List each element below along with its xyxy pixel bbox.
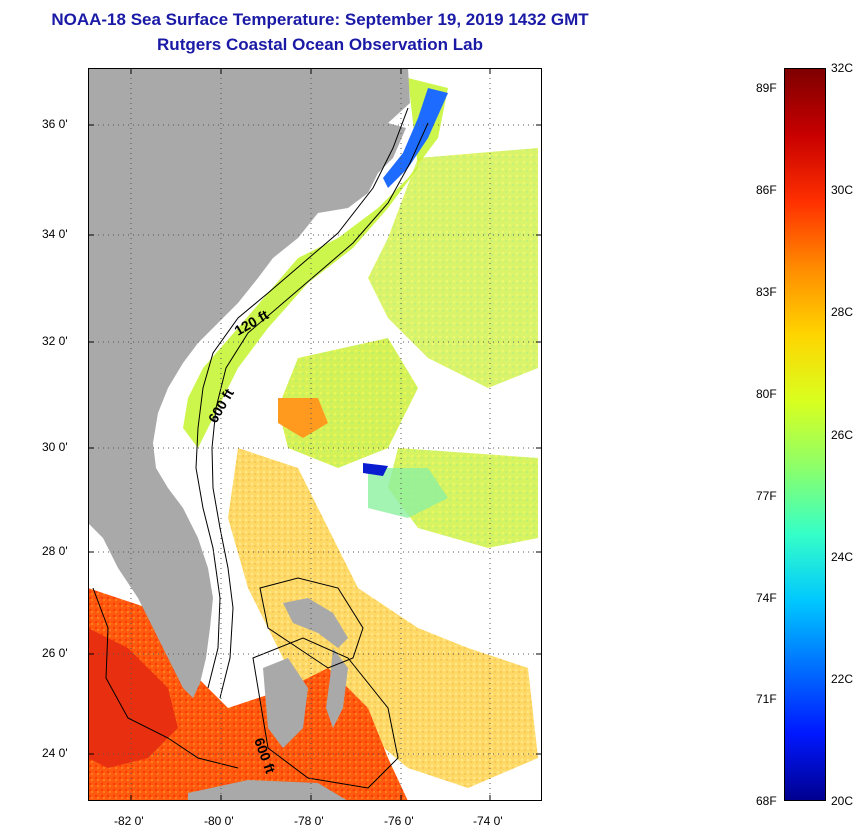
- southeast-us-land: [88, 68, 410, 698]
- sst-cyan-patch: [368, 468, 448, 518]
- colorbar-label-28c: 28C: [831, 305, 854, 319]
- sst-blue-sounds: [383, 88, 448, 188]
- colorbar-label-26c: 26C: [831, 428, 854, 442]
- lon-label-82: -82 0': [114, 814, 144, 828]
- bahamas-eleuthera: [326, 648, 348, 728]
- contour-gulf: [92, 587, 239, 769]
- contour-bahamas: [259, 577, 364, 669]
- lat-label-32: 32 0': [42, 334, 68, 348]
- lat-label-28: 28 0': [42, 544, 68, 558]
- contours: [92, 107, 429, 789]
- lon-label-80: -80 0': [204, 814, 234, 828]
- contour-bahamas-2: [252, 637, 399, 789]
- map-title: NOAA-18 Sea Surface Temperature: Septemb…: [51, 10, 589, 29]
- temperature-colorbar: [784, 68, 826, 801]
- lat-label-26: 26 0': [42, 646, 68, 660]
- sst-orange-patch: [278, 398, 328, 438]
- sst-map: 120 ft 600 ft 600 ft: [88, 68, 542, 801]
- colorbar-label-22c: 22C: [831, 672, 854, 686]
- sst-yellow-orange-south: [228, 448, 538, 788]
- contour-120ft: [195, 107, 409, 689]
- colorbar-label-68f: 68F: [756, 794, 777, 808]
- lat-label-24: 24 0': [42, 746, 68, 760]
- colorbar-label-74f: 74F: [756, 591, 777, 605]
- map-border: [88, 68, 542, 801]
- lat-label-30: 30 0': [42, 440, 68, 454]
- sst-gulf-red: [88, 628, 178, 768]
- lat-label-36: 36 0': [42, 117, 68, 131]
- colorbar-label-20c: 20C: [831, 794, 854, 808]
- cuba-coast: [188, 780, 348, 801]
- colorbar-label-80f: 80F: [756, 387, 777, 401]
- land: [88, 68, 410, 801]
- colorbar-label-86f: 86F: [756, 183, 777, 197]
- lon-label-78: -78 0': [294, 814, 324, 828]
- lon-label-74: -74 0': [473, 814, 503, 828]
- sst-cold-spot: [363, 463, 388, 476]
- sst-central-patches: [278, 338, 418, 468]
- bahamas-andros: [263, 658, 308, 748]
- colorbar-label-89f: 89F: [756, 81, 777, 95]
- lon-label-76: -76 0': [384, 814, 414, 828]
- colorbar-label-83f: 83F: [756, 285, 777, 299]
- map-ticks: [88, 68, 542, 801]
- graticule: [88, 68, 542, 801]
- colorbar-label-32c: 32C: [831, 61, 854, 75]
- colorbar-label-77f: 77F: [756, 489, 777, 503]
- colorbar-label-30c: 30C: [831, 183, 854, 197]
- colorbar-label-71f: 71F: [756, 692, 777, 706]
- lat-label-34: 34 0': [42, 227, 68, 241]
- colorbar-label-24c: 24C: [831, 550, 854, 564]
- map-subtitle: Rutgers Coastal Ocean Observation Lab: [157, 35, 483, 54]
- bahamas-abaco: [283, 598, 348, 648]
- sst-coastal-band: [183, 78, 448, 448]
- sst-offshore-patches: [368, 148, 538, 388]
